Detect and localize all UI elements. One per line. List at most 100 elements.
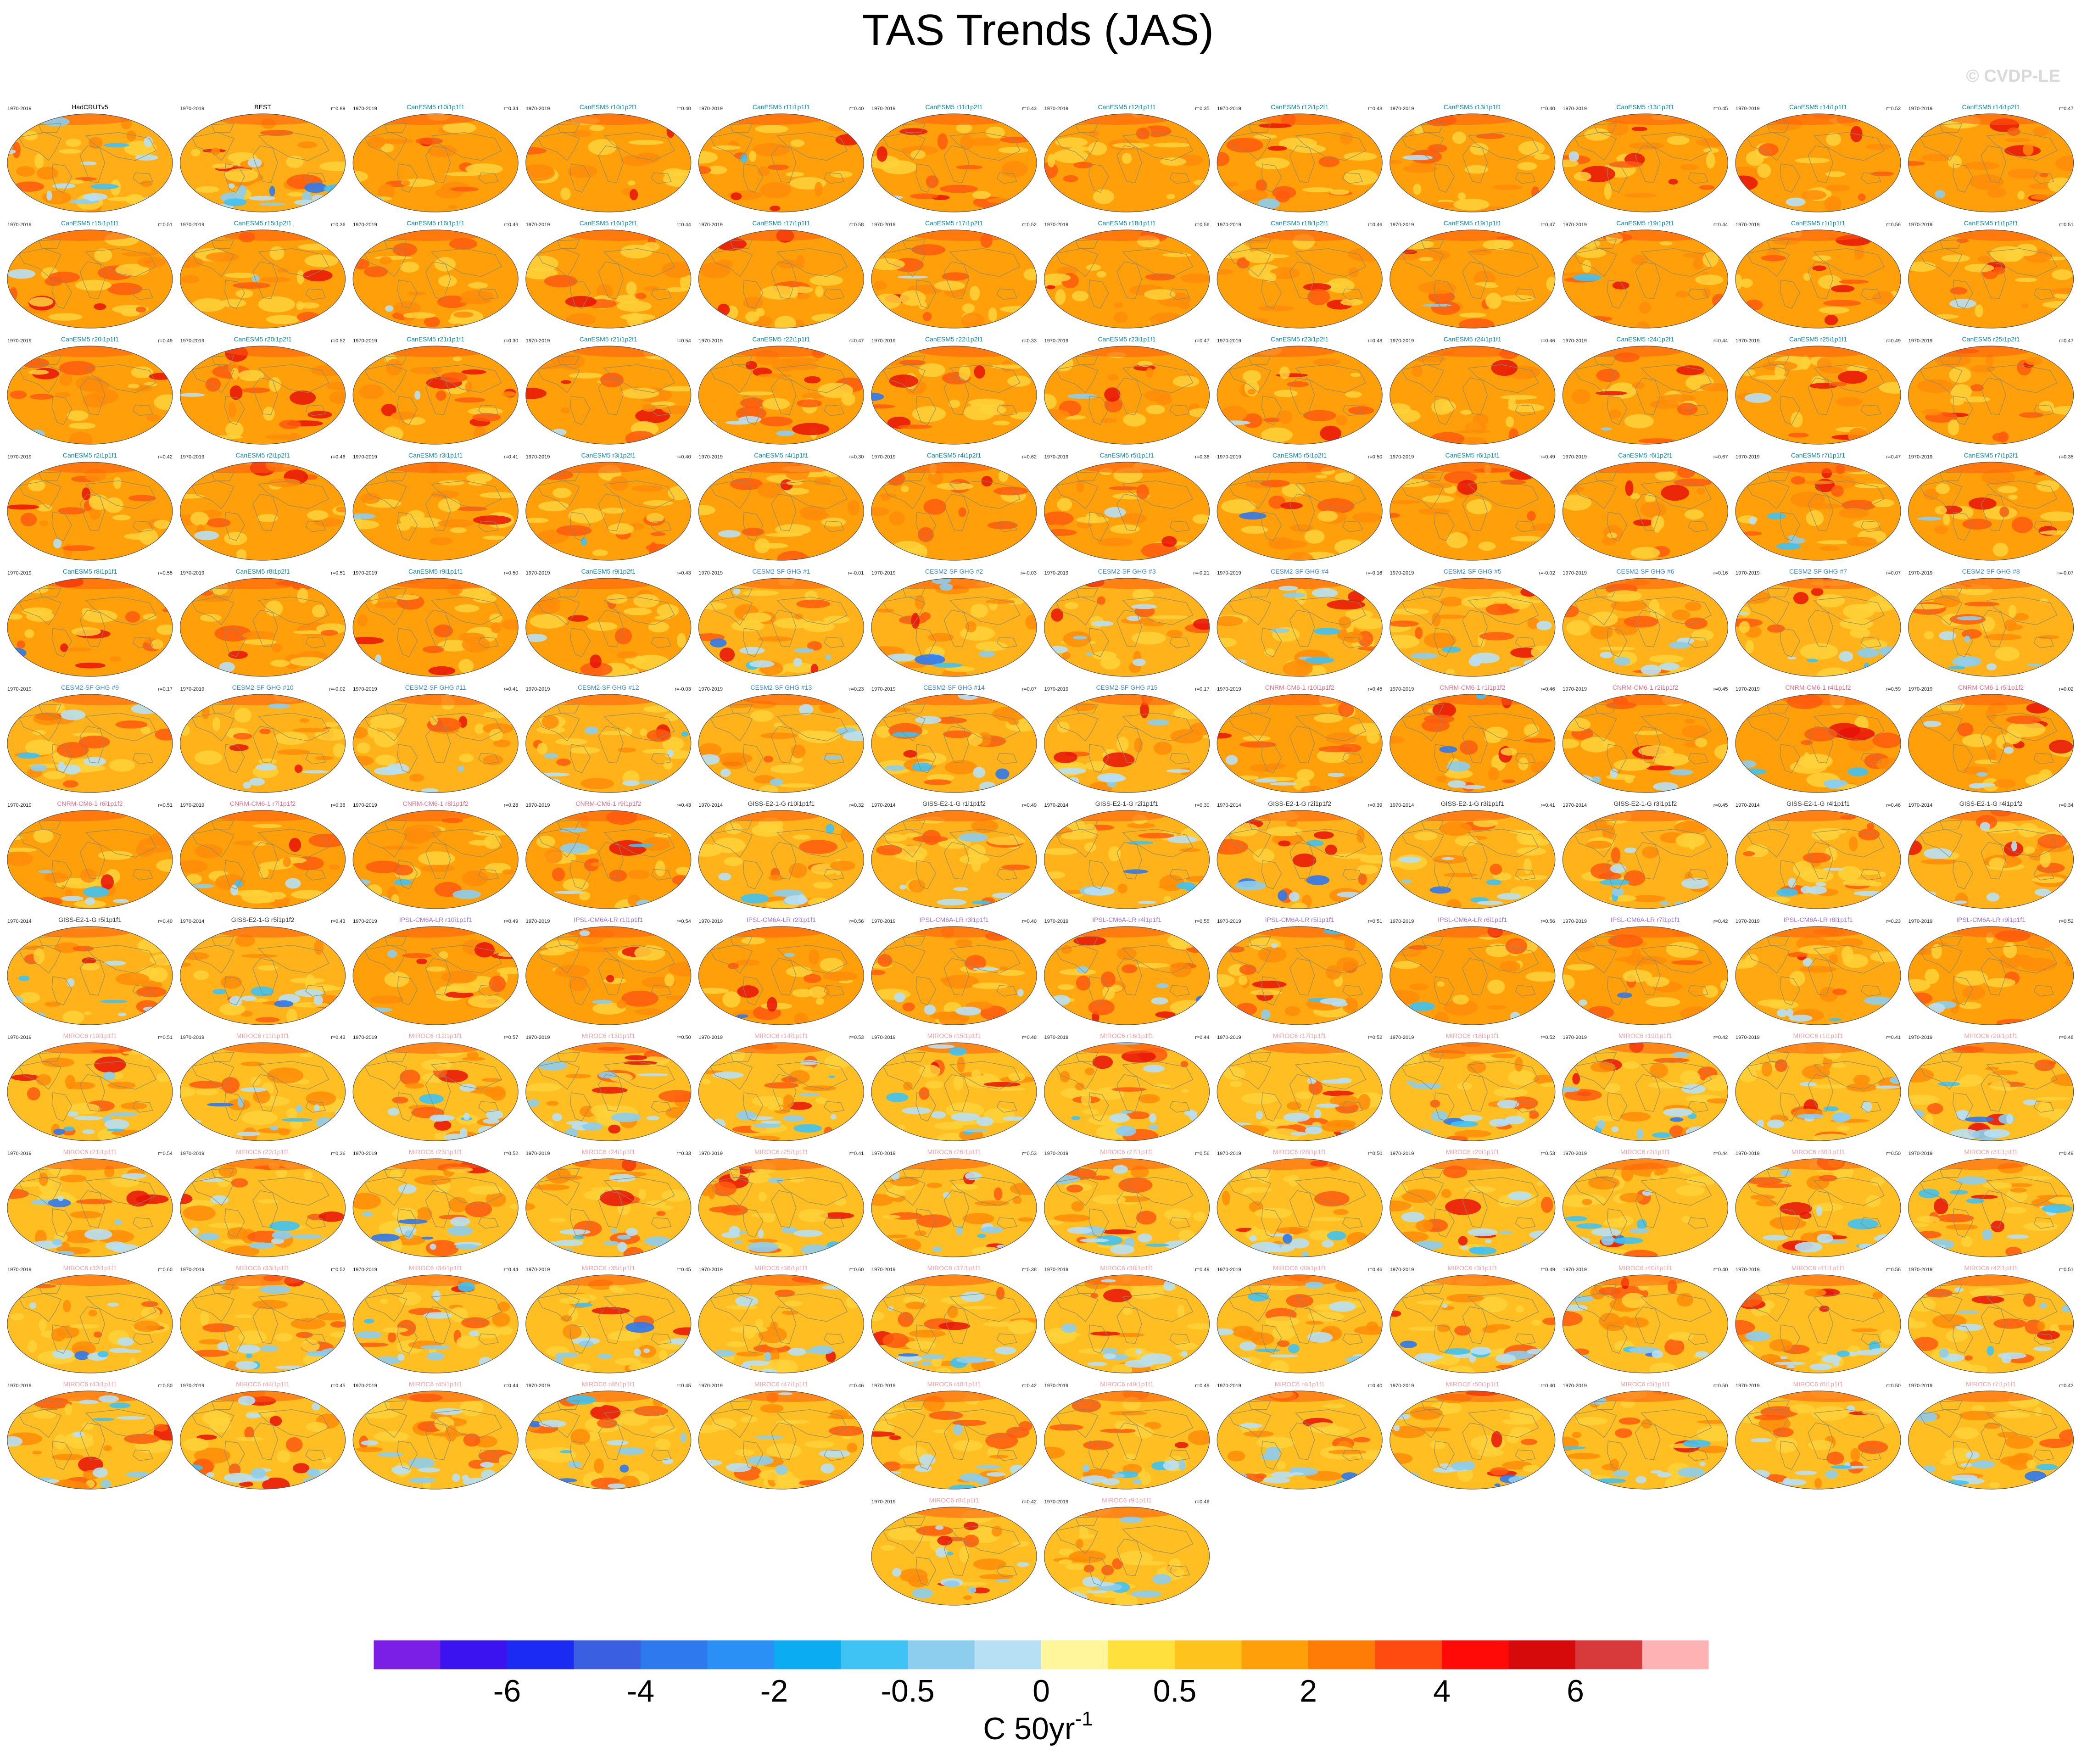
- coastline: [1780, 744, 1801, 774]
- warm-anomaly: [1609, 161, 1643, 168]
- panel-pattern-correlation: r=0.62: [1022, 454, 1037, 460]
- panel-period: 1970-2014: [1217, 803, 1241, 808]
- coastline: [651, 636, 672, 648]
- warm-anomaly: [1060, 1071, 1070, 1083]
- cool-anomaly: [995, 768, 1010, 780]
- panel-period: 1970-2019: [1563, 454, 1587, 460]
- coastline: [729, 703, 753, 714]
- globe-outline: [1044, 229, 1210, 329]
- panel-title: CNRM-CM6-1 r1i1p1f2: [1440, 684, 1505, 691]
- panel-period: 1970-2019: [1909, 222, 1933, 228]
- coastline: [824, 288, 845, 300]
- warm-anomaly: [1861, 639, 1888, 649]
- cool-anomaly: [430, 1244, 436, 1250]
- panel-title: CanESM5 r24i1p1f1: [1444, 335, 1501, 343]
- warm-anomaly: [1566, 964, 1595, 971]
- warm-anomaly: [231, 1178, 248, 1188]
- coastline: [1939, 471, 1963, 481]
- warm-anomaly: [1676, 365, 1705, 375]
- warm-anomaly: [1580, 737, 1612, 753]
- panel-pattern-correlation: r=0.41: [1886, 1035, 1901, 1040]
- coastline: [2033, 753, 2054, 765]
- coastline: [1919, 712, 1963, 742]
- warm-anomaly: [568, 165, 597, 178]
- panel-title: MIROC6 r29i1p1f1: [1445, 1148, 1499, 1156]
- cool-anomaly: [783, 953, 795, 957]
- coastline: [943, 377, 970, 415]
- cool-anomaly: [1610, 768, 1618, 778]
- coastline: [191, 828, 234, 858]
- cool-anomaly: [793, 658, 802, 667]
- warm-anomaly: [274, 731, 308, 745]
- warm-anomaly: [904, 833, 920, 837]
- warm-anomaly: [1649, 400, 1679, 409]
- coastline: [85, 480, 156, 509]
- coastline: [1075, 123, 1099, 133]
- panel-period: 1970-2019: [1390, 1151, 1414, 1156]
- panel-title: CanESM5 r20i1p1f1: [61, 335, 119, 343]
- warm-anomaly: [1001, 161, 1027, 178]
- coastline: [1635, 726, 1661, 764]
- warm-anomaly: [798, 1208, 829, 1223]
- coastline: [771, 842, 797, 880]
- warm-anomaly: [428, 666, 456, 675]
- warm-anomaly: [1457, 1082, 1473, 1090]
- coastline: [191, 712, 234, 742]
- coastline: [742, 163, 764, 193]
- panel-pattern-correlation: r=0.46: [1886, 803, 1901, 808]
- globe-outline: [871, 694, 1037, 793]
- panel-pattern-correlation: r=0.48: [1368, 338, 1383, 344]
- warm-anomaly: [1170, 962, 1192, 977]
- cool-anomaly: [1306, 840, 1324, 847]
- cool-anomaly: [1476, 694, 1486, 699]
- warm-anomaly: [257, 898, 275, 903]
- warm-anomaly: [1921, 859, 1957, 865]
- cool-anomaly: [1261, 1009, 1271, 1020]
- coastline: [1808, 726, 1834, 764]
- trend-field: [871, 810, 1037, 909]
- cool-anomaly: [853, 731, 864, 734]
- coastline: [949, 364, 1021, 393]
- warm-anomaly: [242, 387, 270, 393]
- warm-anomaly: [138, 837, 173, 853]
- coastline: [1607, 628, 1628, 658]
- warm-anomaly: [1622, 1061, 1639, 1069]
- globe-outline: [1562, 694, 1728, 793]
- warm-anomaly: [1112, 142, 1150, 148]
- warm-anomaly: [1314, 714, 1343, 723]
- cool-anomaly: [1486, 879, 1502, 886]
- warm-anomaly: [1624, 193, 1657, 198]
- coastline: [603, 364, 675, 393]
- warm-anomaly: [1258, 305, 1294, 312]
- warm-anomaly: [180, 860, 208, 873]
- warm-anomaly: [387, 1332, 396, 1343]
- cool-anomaly: [1017, 988, 1024, 997]
- warm-anomaly: [301, 1340, 320, 1352]
- coastline: [224, 628, 245, 658]
- panel-pattern-correlation: r=0.46: [1368, 222, 1383, 228]
- coastline: [1169, 172, 1190, 184]
- warm-anomaly: [1956, 238, 1969, 243]
- panel-pattern-correlation: r=0.36: [331, 222, 346, 228]
- warm-anomaly: [1220, 405, 1247, 422]
- warm-anomaly: [128, 384, 140, 389]
- panel-pattern-correlation: r=-0.07: [2057, 570, 2073, 576]
- coastline: [258, 364, 329, 393]
- cool-anomaly: [364, 1318, 374, 1324]
- coastline: [430, 248, 502, 277]
- map-panel: 1970-2019 CNRM-CM6-1 r1i1p1f2 r=0.46: [1390, 684, 1556, 793]
- warm-anomaly: [1283, 660, 1313, 676]
- coastline: [1813, 596, 1885, 625]
- coastline: [2033, 636, 2054, 648]
- warm-anomaly: [277, 749, 310, 755]
- coastline: [1766, 239, 1790, 249]
- coastline: [882, 596, 926, 625]
- panel-title: IPSL-CM6A-LR r9i1p1f1: [1956, 916, 2026, 923]
- warm-anomaly: [1056, 267, 1077, 275]
- trend-field: [1044, 578, 1210, 676]
- warm-anomaly: [1484, 726, 1508, 740]
- coastline: [1640, 480, 1712, 509]
- coastline: [1468, 364, 1539, 393]
- warm-anomaly: [1878, 871, 1886, 877]
- coastline: [1169, 404, 1190, 416]
